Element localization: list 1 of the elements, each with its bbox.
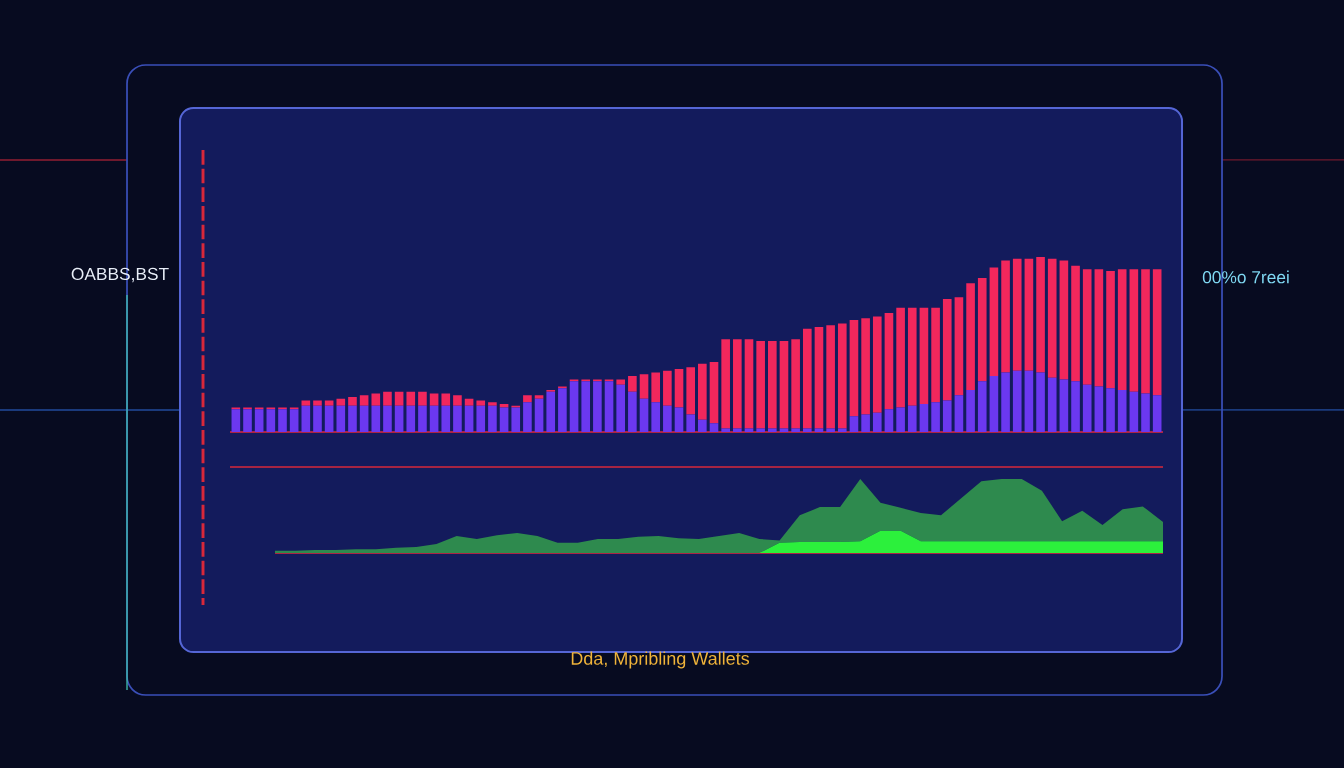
x-axis-title: Dda, Mpribling Wallets xyxy=(571,651,750,669)
